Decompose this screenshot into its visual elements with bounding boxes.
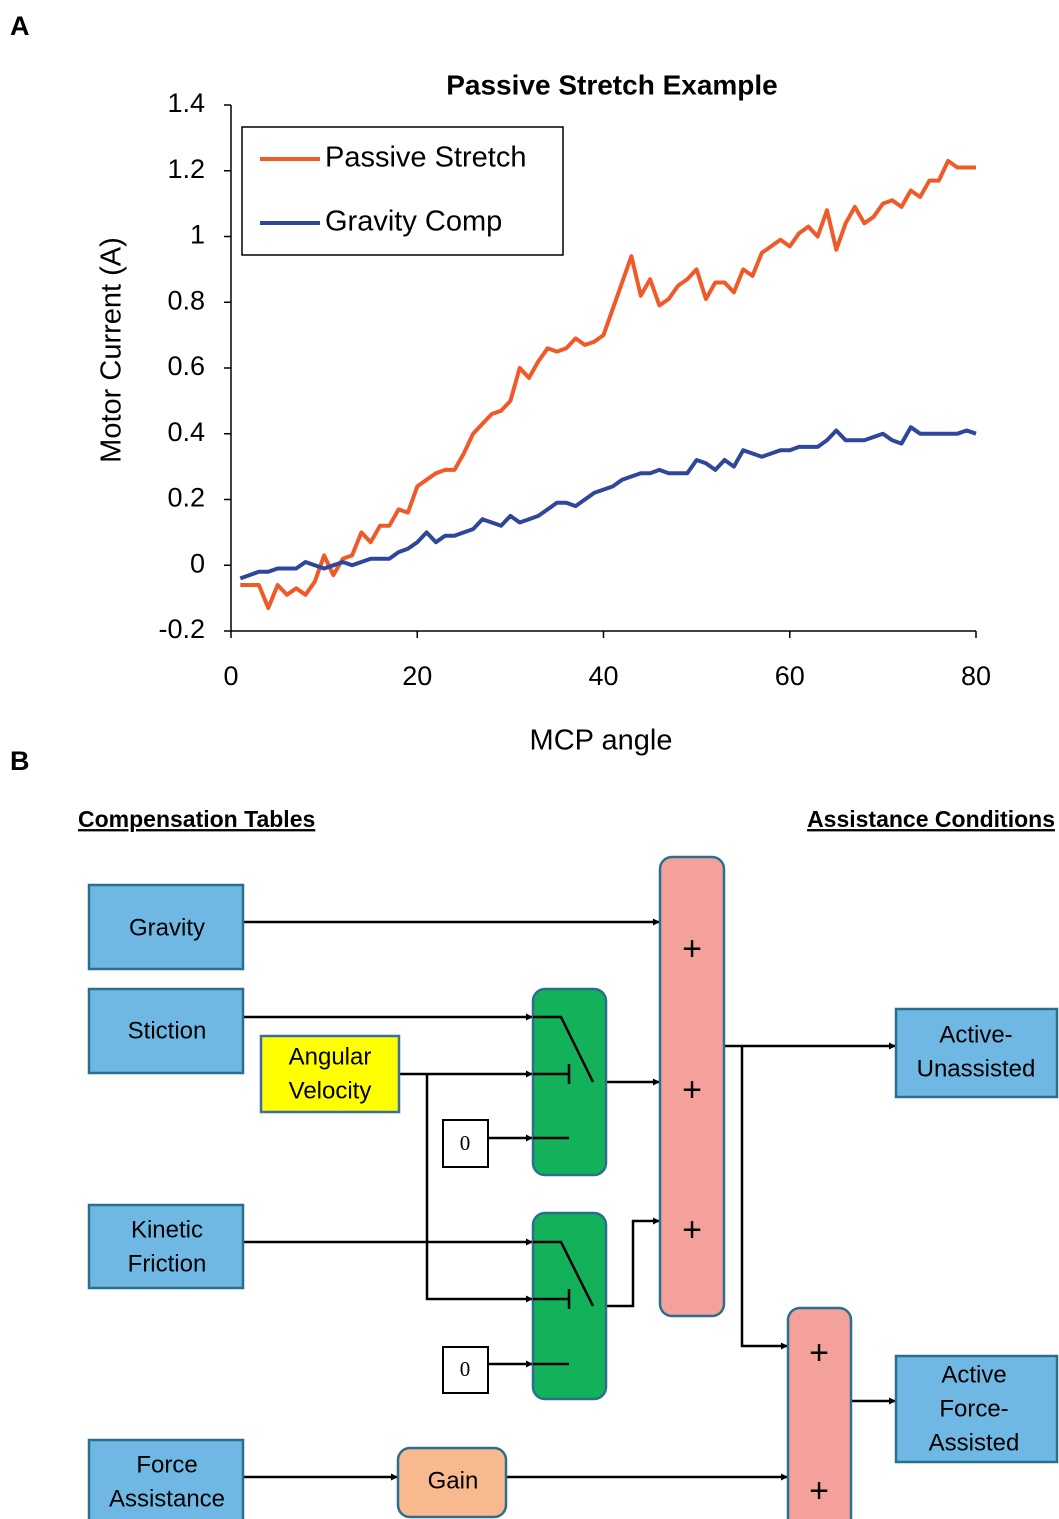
- sum-sign: +: [809, 1334, 829, 1372]
- y-tick-label: 0.8: [167, 285, 205, 315]
- node-box: [87, 987, 245, 1075]
- panel-label: A: [10, 11, 30, 41]
- node-box: [87, 1203, 245, 1290]
- y-tick-label: 1: [190, 220, 205, 250]
- chart-title: Passive Stretch Example: [446, 69, 778, 100]
- node-label: Active-: [939, 1021, 1012, 1048]
- data-line: [239, 425, 977, 581]
- diagram: Compensation Tables Assistance Condition…: [78, 806, 1059, 1519]
- heading: Compensation Tables: [78, 806, 315, 832]
- node-box: [259, 1034, 401, 1114]
- y-tick-label: 0.6: [167, 351, 205, 381]
- node-box: [396, 1446, 508, 1519]
- node-label: Kinetic: [131, 1216, 203, 1243]
- x-tick-label: 80: [961, 661, 991, 691]
- node-label: 0: [460, 1131, 471, 1155]
- legend-label: Passive Stretch: [325, 142, 526, 174]
- y-tick-label: 0.2: [167, 483, 205, 513]
- legend-box: [241, 126, 564, 256]
- node-label: Friction: [128, 1250, 207, 1277]
- panel-label: B: [10, 746, 30, 776]
- heading: Assistance Conditions: [807, 806, 1055, 832]
- y-tick-label: 0: [190, 548, 205, 578]
- y-axis-label: Motor Current (A): [96, 237, 128, 463]
- node-label: Force-: [939, 1395, 1008, 1422]
- chart: Passive Stretch Example MCP angle Motor Cu…: [96, 69, 991, 756]
- switch: [531, 987, 608, 1177]
- x-tick-label: 60: [775, 661, 805, 691]
- legend-label: Gravity Comp: [325, 206, 502, 238]
- sum-sign: +: [682, 1071, 702, 1109]
- wires: [243, 918, 896, 1481]
- node-box: [894, 1007, 1059, 1099]
- x-axis-label: MCP angle: [530, 725, 673, 757]
- y-tick-label: 1.2: [167, 154, 205, 184]
- node-box: [894, 1354, 1059, 1464]
- node-label: Gravity: [129, 914, 205, 941]
- node-label: Stiction: [128, 1017, 207, 1044]
- node-label: 0: [460, 1357, 471, 1381]
- sum-block: [658, 855, 726, 1318]
- node-label: Velocity: [289, 1077, 372, 1104]
- node-box: [87, 1438, 245, 1519]
- node-label: Angular: [289, 1043, 372, 1070]
- y-tick-label: 0.4: [167, 417, 205, 447]
- node-box: [87, 883, 245, 971]
- constant-box: [442, 1119, 489, 1168]
- data-line: [240, 158, 976, 610]
- node-label: Gain: [428, 1467, 479, 1494]
- y-tick-label: 1.4: [167, 88, 205, 118]
- constant-box: [442, 1346, 489, 1394]
- x-tick-label: 40: [588, 661, 618, 691]
- sum-sign: +: [682, 1211, 702, 1249]
- node-label: Force: [136, 1451, 197, 1478]
- sum-sign: +: [809, 1472, 829, 1510]
- sum-sign: +: [682, 930, 702, 968]
- sum-block: [786, 1306, 853, 1519]
- x-tick-label: 0: [223, 661, 238, 691]
- y-tick-label: -0.2: [158, 614, 205, 644]
- node-label: Assistance: [109, 1485, 225, 1512]
- node-label: Assisted: [929, 1429, 1020, 1456]
- switch: [531, 1211, 608, 1401]
- node-label: Unassisted: [917, 1055, 1036, 1082]
- x-tick-label: 20: [402, 661, 432, 691]
- node-label: Active: [941, 1361, 1006, 1388]
